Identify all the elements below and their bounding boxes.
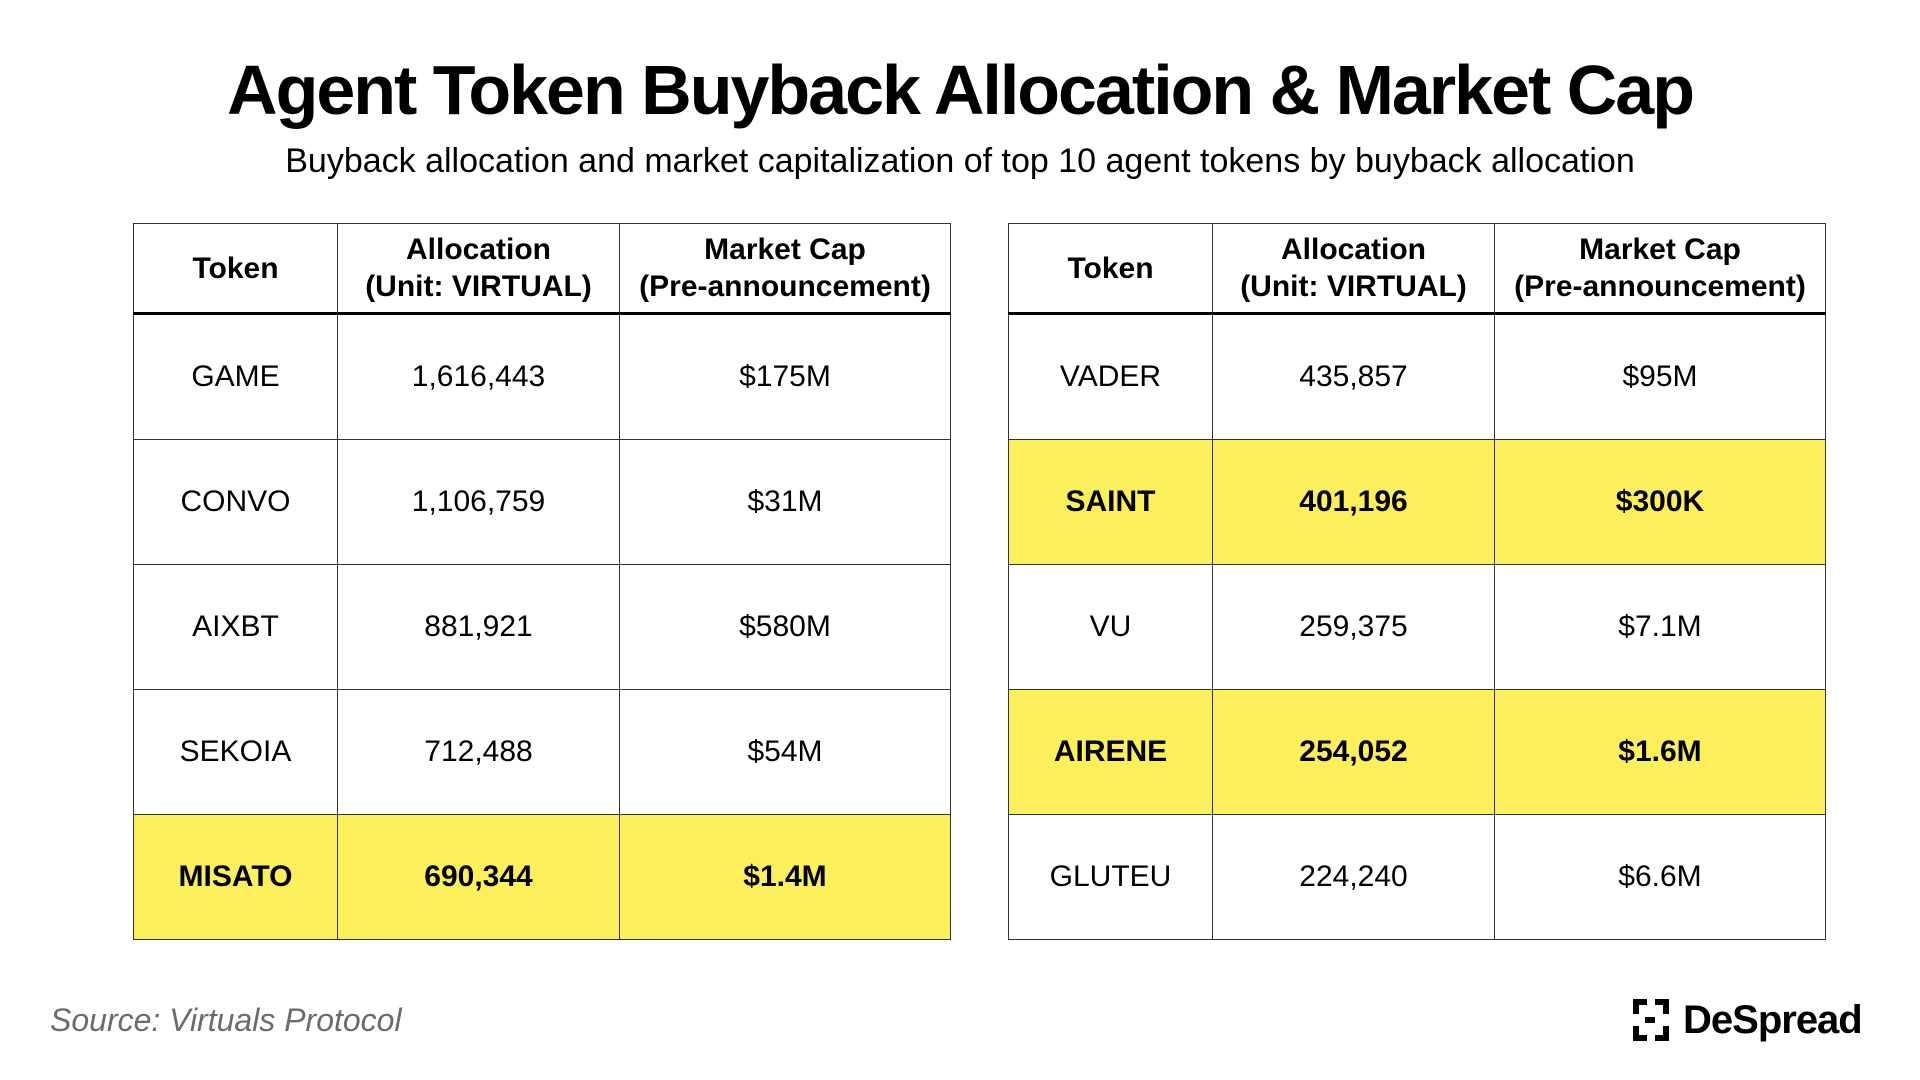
market-cap-cell: $300K	[1494, 439, 1826, 565]
allocation-table-right: Token Allocation (Unit: VIRTUAL) Market Cap…	[1008, 223, 1826, 940]
header-line: Market Cap	[1579, 233, 1741, 266]
table-row: AIXBT 881,921 $580M	[133, 564, 951, 690]
header-subline: (Pre-announcement)	[639, 270, 931, 303]
token-cell: SEKOIA	[133, 689, 338, 815]
table-row: GLUTEU 224,240 $6.6M	[1008, 814, 1826, 940]
header-allocation: Allocation (Unit: VIRTUAL)	[337, 223, 620, 315]
header-market-cap: Market Cap (Pre-announcement)	[619, 223, 951, 315]
market-cap-cell: $31M	[619, 439, 951, 565]
allocation-cell: 224,240	[1212, 814, 1495, 940]
table-row: CONVO 1,106,759 $31M	[133, 439, 951, 565]
token-cell: SAINT	[1008, 439, 1213, 565]
token-cell: CONVO	[133, 439, 338, 565]
market-cap-cell: $54M	[619, 689, 951, 815]
table-header-row: Token Allocation (Unit: VIRTUAL) Market Cap…	[1008, 223, 1826, 315]
header-allocation: Allocation (Unit: VIRTUAL)	[1212, 223, 1495, 315]
header-line: Token	[1067, 251, 1154, 285]
token-cell: AIXBT	[133, 564, 338, 690]
brand-name: DeSpread	[1683, 998, 1863, 1042]
header-line: Allocation	[405, 233, 551, 266]
token-cell: MISATO	[133, 814, 338, 940]
token-cell: VADER	[1008, 313, 1213, 440]
allocation-table-left: Token Allocation (Unit: VIRTUAL) Market Cap…	[133, 223, 951, 940]
token-cell: AIRENE	[1008, 689, 1213, 815]
allocation-cell: 881,921	[337, 564, 620, 690]
market-cap-cell: $580M	[619, 564, 951, 690]
table-row: AIRENE 254,052 $1.6M	[1008, 689, 1826, 815]
table-row: VADER 435,857 $95M	[1008, 313, 1826, 440]
token-cell: GAME	[133, 313, 338, 440]
despread-logo-icon	[1633, 999, 1669, 1041]
table-row: MISATO 690,344 $1.4M	[133, 814, 951, 940]
allocation-cell: 712,488	[337, 689, 620, 815]
allocation-cell: 1,106,759	[337, 439, 620, 565]
allocation-cell: 1,616,443	[337, 313, 620, 440]
table-row: SAINT 401,196 $300K	[1008, 439, 1826, 565]
token-cell: GLUTEU	[1008, 814, 1213, 940]
table-row: GAME 1,616,443 $175M	[133, 313, 951, 440]
table-header-row: Token Allocation (Unit: VIRTUAL) Market Cap…	[133, 223, 951, 315]
header-line: Allocation	[1280, 233, 1426, 266]
header-subline: (Pre-announcement)	[1514, 270, 1806, 303]
chart-title: Agent Token Buyback Allocation & Market …	[227, 51, 1695, 129]
header-subline: (Unit: VIRTUAL)	[365, 270, 592, 303]
header-line: Token	[192, 251, 279, 285]
table-row: SEKOIA 712,488 $54M	[133, 689, 951, 815]
market-cap-cell: $1.4M	[619, 814, 951, 940]
header-subline: (Unit: VIRTUAL)	[1240, 270, 1467, 303]
header-token: Token	[133, 223, 338, 315]
market-cap-cell: $95M	[1494, 313, 1826, 440]
market-cap-cell: $6.6M	[1494, 814, 1826, 940]
allocation-cell: 259,375	[1212, 564, 1495, 690]
allocation-cell: 690,344	[337, 814, 620, 940]
chart-subtitle: Buyback allocation and market capitaliza…	[285, 142, 1635, 180]
header-line: Market Cap	[704, 233, 866, 266]
table-row: VU 259,375 $7.1M	[1008, 564, 1826, 690]
market-cap-cell: $7.1M	[1494, 564, 1826, 690]
despread-logo: DeSpread	[1633, 995, 1863, 1045]
allocation-cell: 435,857	[1212, 313, 1495, 440]
header-market-cap: Market Cap (Pre-announcement)	[1494, 223, 1826, 315]
token-cell: VU	[1008, 564, 1213, 690]
allocation-cell: 401,196	[1212, 439, 1495, 565]
market-cap-cell: $175M	[619, 313, 951, 440]
source-note: Source: Virtuals Protocol	[50, 1002, 402, 1038]
allocation-cell: 254,052	[1212, 689, 1495, 815]
header-token: Token	[1008, 223, 1213, 315]
market-cap-cell: $1.6M	[1494, 689, 1826, 815]
